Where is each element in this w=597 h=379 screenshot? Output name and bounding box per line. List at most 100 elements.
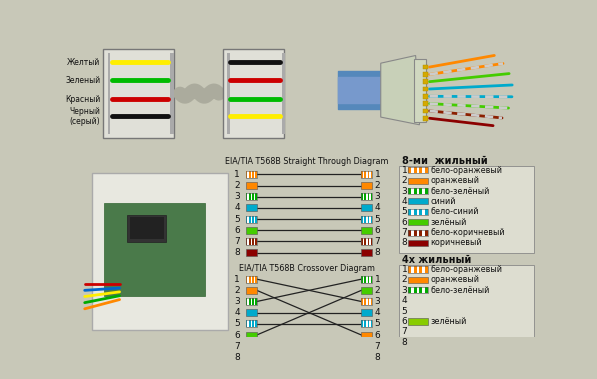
Text: 4: 4 (374, 204, 380, 213)
Bar (368, 193, 369, 200)
Text: 5: 5 (374, 215, 380, 224)
Bar (361, 193, 372, 200)
Bar (246, 238, 257, 245)
Bar (361, 320, 363, 327)
Bar (361, 238, 363, 245)
Bar (104, 203, 205, 296)
Bar (246, 193, 247, 200)
Text: 3: 3 (374, 192, 380, 201)
Bar (408, 266, 428, 273)
Bar (246, 193, 257, 200)
Bar (246, 320, 247, 327)
Text: 4х жильный: 4х жильный (402, 255, 472, 265)
Bar (419, 266, 422, 273)
Text: 6: 6 (234, 226, 240, 235)
Bar (249, 343, 251, 350)
Text: 2: 2 (402, 276, 407, 285)
Bar (408, 188, 411, 194)
Text: Зеленый: Зеленый (65, 76, 100, 85)
Text: 2: 2 (374, 286, 380, 295)
Bar (419, 230, 422, 236)
Bar (170, 53, 174, 134)
Text: 7: 7 (234, 341, 240, 351)
Bar (361, 287, 372, 294)
Bar (408, 287, 428, 293)
Text: 7: 7 (374, 341, 380, 351)
Bar (361, 343, 372, 350)
Bar (408, 266, 428, 273)
Bar (108, 53, 110, 134)
Bar (371, 343, 372, 350)
Bar (423, 72, 428, 77)
Bar (361, 205, 372, 211)
Bar (368, 276, 369, 283)
Text: 5: 5 (374, 319, 380, 328)
Bar (425, 209, 428, 215)
Bar (419, 209, 422, 215)
Bar (227, 53, 230, 134)
Bar (249, 193, 251, 200)
Bar (252, 298, 254, 305)
Bar (408, 230, 428, 236)
Bar (246, 343, 247, 350)
Text: 3: 3 (402, 186, 407, 196)
Bar (361, 343, 363, 350)
Bar (361, 238, 372, 245)
Bar (103, 49, 174, 138)
Bar (255, 171, 257, 178)
Bar (246, 343, 257, 350)
Text: 1: 1 (374, 170, 380, 179)
Bar (408, 167, 411, 173)
Bar (361, 320, 372, 327)
Bar (361, 276, 372, 283)
Bar (246, 227, 257, 234)
Text: 7: 7 (402, 228, 407, 237)
Bar (423, 65, 428, 69)
Text: 7: 7 (234, 237, 240, 246)
Text: 5: 5 (234, 319, 240, 328)
Bar (365, 193, 366, 200)
Text: зелёный: зелёный (430, 317, 467, 326)
Bar (408, 287, 411, 293)
Bar (255, 298, 257, 305)
Bar (423, 87, 428, 91)
Bar (408, 287, 428, 293)
Text: оранжевый: оранжевый (430, 176, 479, 185)
Bar (252, 238, 254, 245)
Bar (246, 332, 257, 338)
Text: синий: синий (430, 197, 456, 206)
Text: EIA/TIA T568B Crossover Diagram: EIA/TIA T568B Crossover Diagram (239, 263, 375, 273)
Bar (414, 209, 417, 215)
Text: 7: 7 (374, 237, 380, 246)
Bar (246, 249, 257, 256)
Text: оранжевый: оранжевый (430, 276, 479, 285)
Text: 3: 3 (402, 286, 407, 295)
Text: 4: 4 (234, 308, 240, 317)
Bar (249, 276, 251, 283)
Text: 8: 8 (402, 338, 407, 347)
Bar (246, 276, 257, 283)
Bar (423, 109, 428, 113)
Text: 8-ми  жильный: 8-ми жильный (402, 156, 488, 166)
Text: 8: 8 (374, 353, 380, 362)
Bar (371, 216, 372, 222)
Text: EIA/TIA T568B Straight Through Diagram: EIA/TIA T568B Straight Through Diagram (226, 157, 389, 166)
Bar (365, 276, 366, 283)
Bar (246, 205, 257, 211)
Text: 5: 5 (402, 307, 407, 316)
Bar (246, 309, 257, 316)
Bar (408, 219, 428, 225)
Text: 6: 6 (374, 226, 380, 235)
Bar (361, 193, 363, 200)
Bar (255, 193, 257, 200)
Text: 6: 6 (402, 317, 407, 326)
Text: 5: 5 (402, 207, 407, 216)
Text: 4: 4 (374, 308, 380, 317)
Bar (408, 209, 411, 215)
Bar (246, 320, 257, 327)
Bar (425, 167, 428, 173)
Bar (361, 298, 372, 305)
Bar (255, 343, 257, 350)
Bar (249, 238, 251, 245)
Bar (361, 298, 363, 305)
